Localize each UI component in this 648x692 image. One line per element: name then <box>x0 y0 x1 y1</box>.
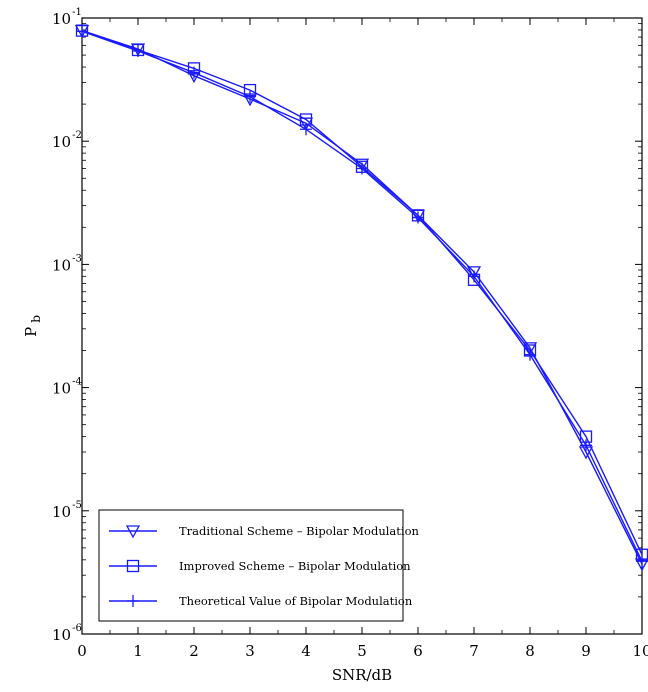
legend-marker <box>126 559 140 573</box>
legend: Traditional Scheme – Bipolar Modulation I… <box>98 509 420 622</box>
series-plus <box>76 25 648 568</box>
y-tick-label: 10-6 <box>52 623 82 644</box>
legend-label: Improved Scheme – Bipolar Modulation <box>179 559 411 573</box>
data-point <box>636 555 648 568</box>
data-point <box>522 342 538 356</box>
x-tick-label: 6 <box>413 642 423 660</box>
x-tick-label: 8 <box>525 642 535 660</box>
y-tick-label: 10-1 <box>52 7 82 28</box>
data-point <box>76 25 88 38</box>
legend-label: Traditional Scheme – Bipolar Modulation <box>179 524 420 538</box>
legend-item: Theoretical Value of Bipolar Modulation <box>109 594 413 608</box>
x-tick-label: 4 <box>301 642 311 660</box>
y-tick-label-exponent: -4 <box>72 377 82 388</box>
x-axis-label: SNR/dB <box>332 666 392 684</box>
series-line <box>81 29 643 565</box>
y-tick-label-exponent: -2 <box>72 130 82 141</box>
x-tick-label: 10 <box>632 642 648 660</box>
data-point <box>580 439 592 452</box>
series-line <box>81 29 643 555</box>
series-triangle-down <box>74 24 648 572</box>
y-axis-ticks: 10-110-210-310-410-510-6 <box>52 7 642 644</box>
y-axis-label: Pb <box>22 315 43 337</box>
x-tick-label: 2 <box>189 642 199 660</box>
y-tick-label-base: 10 <box>52 133 71 151</box>
y-tick-label-base: 10 <box>52 503 71 521</box>
y-tick-label-base: 10 <box>52 10 71 28</box>
legend-marker <box>127 595 139 607</box>
data-point <box>356 162 368 175</box>
x-tick-label: 5 <box>357 642 367 660</box>
y-tick-label-exponent: -6 <box>72 623 82 634</box>
y-tick-label: 10-3 <box>52 253 82 274</box>
series-square <box>75 24 648 561</box>
series-line <box>81 30 643 562</box>
y-tick-label-base: 10 <box>52 626 71 644</box>
legend-item: Improved Scheme – Bipolar Modulation <box>109 559 411 573</box>
legend-item: Traditional Scheme – Bipolar Modulation <box>109 524 420 539</box>
y-tick-label: 10-2 <box>52 130 82 151</box>
y-axis-label-subscript: b <box>29 315 43 323</box>
x-tick-label: 0 <box>77 642 87 660</box>
legend-label: Theoretical Value of Bipolar Modulation <box>179 594 413 608</box>
y-tick-label-exponent: -1 <box>72 7 82 18</box>
x-axis-ticks: 0 1 2 3 4 5 6 7 8 9 10 <box>77 18 648 660</box>
data-point <box>412 211 424 224</box>
data-point <box>298 117 314 131</box>
y-tick-label: 10-5 <box>52 500 82 521</box>
data-point <box>468 270 480 283</box>
x-tick-label: 3 <box>245 642 255 660</box>
x-tick-label: 9 <box>581 642 591 660</box>
legend-marker <box>125 525 141 539</box>
y-tick-label-base: 10 <box>52 380 71 398</box>
data-point <box>300 123 312 136</box>
data-point <box>244 90 256 103</box>
y-axis-label-main: P <box>22 327 40 337</box>
x-tick-label: 1 <box>133 642 143 660</box>
data-point <box>524 348 536 361</box>
y-tick-label: 10-4 <box>52 377 82 398</box>
y-tick-label-exponent: -3 <box>72 253 82 264</box>
data-point <box>132 44 144 57</box>
x-tick-label: 7 <box>469 642 479 660</box>
data-point <box>188 66 200 79</box>
series-layer <box>74 24 648 572</box>
y-tick-label-base: 10 <box>52 256 71 274</box>
y-tick-label-exponent: -5 <box>72 500 82 511</box>
